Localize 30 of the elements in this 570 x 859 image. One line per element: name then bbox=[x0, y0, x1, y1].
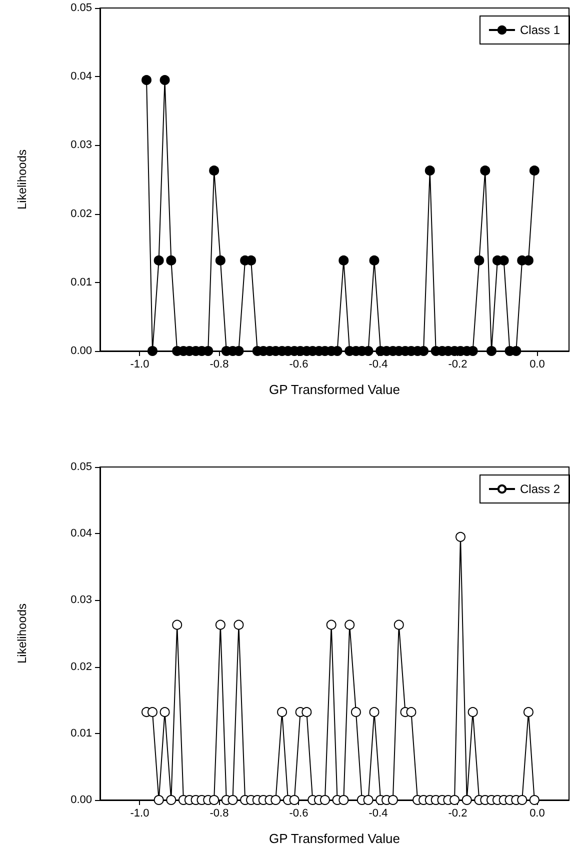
x-tick-label: -0.6 bbox=[289, 808, 308, 820]
x-axis-title: GP Transformed Value bbox=[268, 831, 400, 846]
x-tick-label: -0.6 bbox=[289, 358, 308, 370]
y-tick-label: 0.03 bbox=[70, 594, 92, 606]
x-tick-label: -0.8 bbox=[210, 808, 229, 820]
y-tick-label: 0.05 bbox=[70, 2, 92, 14]
y-tick-label: 0.01 bbox=[70, 727, 92, 740]
y-axis-title: Likelihoods bbox=[15, 603, 29, 664]
x-tick-label: 0.0 bbox=[530, 808, 545, 820]
y-tick-label: 0.05 bbox=[70, 461, 92, 473]
y-tick-label: 0.01 bbox=[70, 276, 92, 288]
y-tick-label: 0.02 bbox=[70, 660, 92, 673]
x-tick-label: -0.8 bbox=[210, 358, 229, 370]
x-axis-title: GP Transformed Value bbox=[268, 382, 400, 397]
y-tick-label: 0.04 bbox=[70, 528, 92, 540]
x-tick-label: -0.2 bbox=[448, 808, 468, 820]
y-tick-label: 0.00 bbox=[70, 345, 92, 357]
x-tick-label: -1.0 bbox=[130, 358, 150, 370]
y-tick-label: 0.02 bbox=[70, 208, 92, 220]
y-tick-label: 0.04 bbox=[70, 70, 92, 83]
x-tick-label: 0.0 bbox=[530, 358, 545, 370]
legend-label: Class 1 bbox=[520, 23, 560, 37]
y-axis-title: Likelihoods bbox=[15, 149, 29, 210]
x-tick-label: -0.4 bbox=[368, 808, 388, 820]
x-tick-label: -1.0 bbox=[130, 808, 150, 820]
legend-label: Class 2 bbox=[520, 482, 560, 496]
y-tick-label: 0.03 bbox=[70, 139, 92, 152]
y-tick-label: 0.00 bbox=[70, 794, 92, 806]
x-tick-label: -0.2 bbox=[448, 358, 468, 370]
x-tick-label: -0.4 bbox=[368, 358, 388, 370]
